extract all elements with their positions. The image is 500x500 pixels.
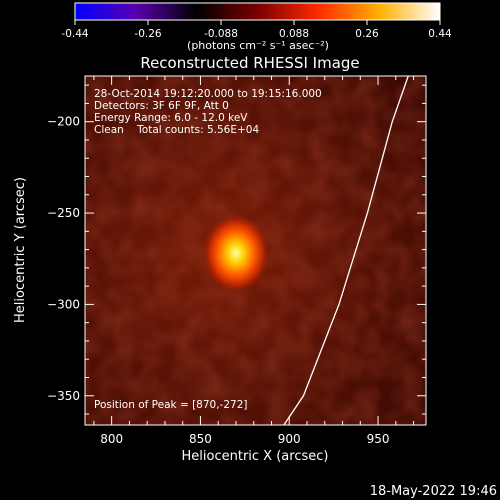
colorbar [74,2,441,21]
colorbar-tick-label: 0.26 [355,28,379,40]
colorbar-tick-label: 0.088 [279,28,309,40]
info-line: Energy Range: 6.0 - 12.0 keV [94,112,248,124]
emission-peak [201,213,270,294]
y-tick-label: −200 [47,115,80,129]
colorbar-tick-label: 0.44 [428,28,452,40]
x-tick-label: 800 [100,432,123,446]
info-line: 28-Oct-2014 19:12:20.000 to 19:15:16.000 [94,88,322,100]
info-box: 28-Oct-2014 19:12:20.000 to 19:15:16.000… [94,88,322,136]
heatmap-image [85,76,426,425]
y-tick-label: −250 [47,206,80,220]
solar-limb-curve [283,76,409,425]
peak-position-label: Position of Peak = [870,-272] [94,399,248,411]
y-axis-label: Heliocentric Y (arcsec) [13,177,28,323]
colorbar-tick-label: -0.44 [61,28,88,40]
x-tick-label: 950 [367,432,390,446]
y-tick-label: −300 [47,297,80,311]
info-line: Clean Total counts: 5.56E+04 [94,124,259,136]
x-axis: 800 850 900 950 [93,76,415,446]
colorbar-tick-label: -0.26 [134,28,161,40]
colorbar-ticks: -0.44 -0.26 -0.088 0.088 0.26 0.44 [61,20,452,40]
colorbar-tick-label: -0.088 [204,28,238,40]
info-line: Detectors: 3F 6F 9F, Att 0 [94,100,229,112]
x-axis-label: Heliocentric X (arcsec) [182,449,329,464]
footer-date: 18-May-2022 19:46 [370,484,497,499]
plot-frame [84,75,427,426]
y-axis: −200 −250 −300 −350 [47,84,426,415]
chart-title: Reconstructed RHESSI Image [140,54,359,72]
y-tick-label: −350 [47,389,80,403]
x-tick-label: 850 [189,432,212,446]
colorbar-unit-label: (photons cm⁻² s⁻¹ asec⁻²) [187,39,329,52]
x-tick-label: 900 [278,432,301,446]
